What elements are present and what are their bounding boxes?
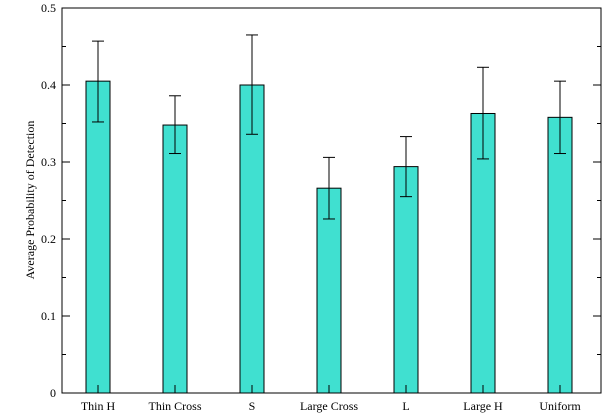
x-tick-label: Large H [463,399,503,413]
bar-6 [547,116,573,394]
y-tick-label: 0.1 [41,309,56,323]
x-tick-label: Thin Cross [148,399,201,413]
y-tick-label: 0.2 [41,232,56,246]
y-axis: 0 0.1 0.2 0.3 0.4 0.5 [41,1,601,400]
bar-1 [162,124,188,394]
bars-layer [85,80,573,394]
error-bars-layer [92,34,566,220]
bar-3 [316,187,342,394]
bar-0 [85,80,111,394]
error-bar-2 [246,34,258,135]
x-tick-label: Uniform [539,399,581,413]
x-tick-label: S [249,399,256,413]
error-bar-5 [477,66,489,160]
bar-4 [393,166,419,394]
x-tick-label: Thin H [81,399,116,413]
y-tick-label: 0.4 [41,78,56,92]
error-bar-0 [92,40,104,123]
bar-2 [239,84,265,394]
y-tick-label: 0.5 [41,1,56,15]
y-tick-label: 0 [50,386,56,400]
x-tick-label: Large Cross [300,399,358,413]
x-tick-label: L [402,399,409,413]
y-axis-title: Average Probability of Detection [23,121,37,280]
error-bar-1 [169,95,181,155]
y-tick-label: 0.3 [41,155,56,169]
error-bar-3 [323,156,335,220]
x-axis: Thin H Thin Cross S Large Cross L Large H Unif… [81,385,581,413]
error-bar-4 [400,136,412,198]
error-bar-6 [554,80,566,155]
